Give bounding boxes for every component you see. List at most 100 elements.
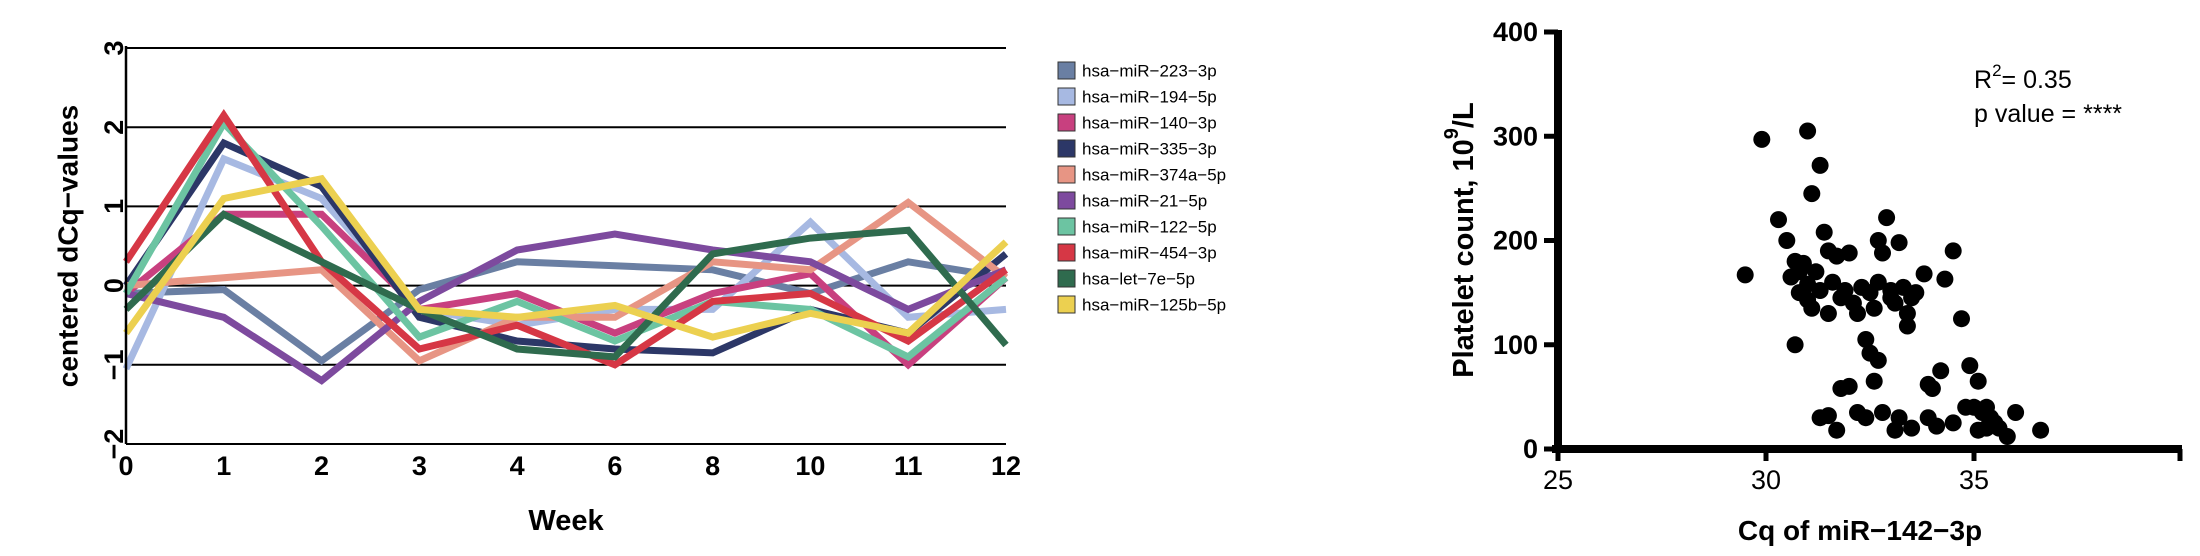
scatter-point	[1811, 156, 1829, 174]
legend-label: hsa−miR−335−3p	[1082, 140, 1217, 159]
x-tick-label: 0	[118, 451, 133, 481]
scatter-x-ticks: 25 30 35	[1543, 449, 2183, 495]
scatter-point	[1944, 242, 1962, 260]
x-tick-label: 11	[894, 451, 923, 481]
scatter-point	[1923, 380, 1941, 397]
scatter-point	[1840, 244, 1858, 262]
scatter-point	[1936, 270, 1954, 288]
scatter-point	[1778, 232, 1796, 249]
scatter-point	[1898, 317, 1916, 335]
scatter-point	[1928, 417, 1946, 435]
scatter-point	[1836, 282, 1854, 299]
scatter-point	[1807, 263, 1825, 281]
scatter-point	[1736, 266, 1754, 284]
scatter-points	[1736, 122, 2050, 445]
y-tick-label: −1	[99, 349, 129, 380]
scatter-point	[1811, 409, 1829, 427]
scatter-point	[1799, 122, 1817, 140]
scatter-point	[1886, 294, 1904, 312]
scatter-y-axis-label-main: Platelet count, 10	[1448, 139, 1480, 378]
scatter-point	[1869, 273, 1887, 291]
scatter-x-axis-label: Cq of miR−142−3p	[1738, 515, 1982, 546]
line-chart-y-tick-labels: −2 −1 0 1 2 3	[99, 40, 129, 459]
scatter-point	[1819, 305, 1837, 322]
scatter-point	[1903, 419, 1921, 437]
scatter-point	[1998, 428, 2016, 445]
x-tick-label: 2	[314, 451, 329, 481]
scatter-point	[1770, 211, 1787, 229]
x-tick-label: 10	[795, 451, 825, 481]
scatter-point	[1978, 398, 1995, 416]
scatter-point	[1824, 273, 1842, 291]
legend-swatch	[1057, 243, 1076, 262]
legend-label: hsa−miR−194−5p	[1082, 88, 1217, 107]
series-line	[125, 230, 1008, 385]
legend-swatch	[1057, 165, 1076, 184]
line-chart-x-tick-labels: 0 1 2 3 4 6 8 10 11 12	[118, 451, 1021, 481]
scatter-point	[1815, 223, 1833, 241]
line-chart-gridlines	[126, 47, 1006, 445]
scatter-point	[1857, 331, 1875, 348]
y-tick-label: 2	[99, 120, 129, 135]
legend-label: hsa−miR−374a−5p	[1082, 166, 1226, 185]
scatter-y-axis-label-superscript: 9	[1441, 128, 1463, 139]
y-tick-label: 100	[1493, 330, 1538, 360]
scatter-point	[1969, 372, 1987, 390]
legend-swatch	[1057, 139, 1076, 158]
line-chart-x-axis-label: Week	[528, 505, 604, 537]
y-tick-label: 0	[1523, 434, 1538, 464]
y-tick-label: 0	[99, 278, 129, 293]
scatter-point	[1832, 380, 1850, 397]
y-tick-label: 300	[1493, 121, 1538, 151]
y-tick-label: −2	[99, 429, 129, 460]
scatter-point	[1803, 299, 1821, 317]
scatter-point	[2007, 404, 2025, 421]
r-squared-symbol: R	[1974, 66, 1992, 94]
x-tick-label: 3	[412, 451, 427, 481]
scatter-point	[1753, 130, 1771, 148]
legend-swatch	[1057, 113, 1076, 132]
scatter-y-axis-label-unit: /L	[1448, 102, 1480, 128]
x-tick-label: 30	[1751, 465, 1781, 495]
x-tick-label: 35	[1959, 465, 1989, 495]
scatter-point	[1890, 234, 1908, 252]
scatter-chart: 25 30 35 0 100 200 300 400 Cq of miR−142−3p Pl…	[1441, 17, 2183, 546]
scatter-point	[1849, 404, 1866, 421]
series-line	[123, 210, 1009, 361]
y-tick-label: 200	[1493, 226, 1538, 256]
x-tick-label: 4	[510, 451, 525, 481]
legend-swatch	[1057, 217, 1076, 236]
scatter-point	[1865, 372, 1883, 390]
p-value-annotation: p value = ****	[1974, 100, 2122, 128]
r-squared-value: = 0.35	[2002, 66, 2072, 94]
legend-label: hsa−miR−140−3p	[1082, 114, 1217, 133]
legend-label: hsa−miR−223−3p	[1082, 62, 1217, 81]
scatter-point	[1969, 421, 1987, 439]
scatter-point	[1915, 265, 1933, 283]
scatter-point	[1790, 284, 1808, 302]
scatter-point	[1878, 209, 1896, 227]
scatter-point	[1803, 185, 1821, 203]
r-squared-superscript: 2	[1992, 61, 2001, 80]
scatter-point	[1794, 254, 1812, 272]
scatter-point	[1932, 362, 1950, 380]
x-tick-label: 25	[1543, 465, 1573, 495]
scatter-y-axis-label: Platelet count, 109/L	[1441, 102, 1480, 377]
legend-label: hsa−miR−122−5p	[1082, 218, 1217, 237]
scatter-point	[1782, 268, 1800, 286]
x-tick-label: 1	[216, 451, 231, 481]
scatter-point	[1874, 404, 1891, 421]
legend-swatch	[1057, 269, 1076, 288]
scatter-point	[1944, 414, 1962, 432]
scatter-point	[1849, 305, 1866, 322]
scatter-point	[1786, 336, 1804, 354]
y-tick-label: 1	[99, 199, 129, 214]
scatter-point	[1865, 299, 1883, 317]
legend-label: hsa−miR−454−3p	[1082, 244, 1217, 263]
scatter-point	[1869, 351, 1887, 369]
legend-swatch	[1057, 87, 1076, 106]
scatter-point	[1907, 284, 1925, 302]
scatter-point	[1811, 282, 1829, 299]
